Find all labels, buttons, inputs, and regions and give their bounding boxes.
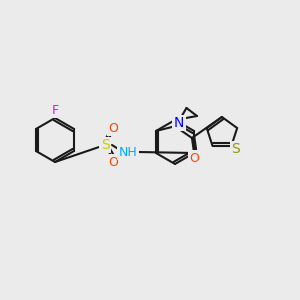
Text: S: S <box>231 142 240 156</box>
Text: NH: NH <box>118 146 137 158</box>
Text: F: F <box>51 103 58 116</box>
Text: O: O <box>108 122 118 134</box>
Text: N: N <box>174 116 184 130</box>
Text: O: O <box>108 155 118 169</box>
Text: S: S <box>100 138 109 152</box>
Text: O: O <box>189 152 199 164</box>
